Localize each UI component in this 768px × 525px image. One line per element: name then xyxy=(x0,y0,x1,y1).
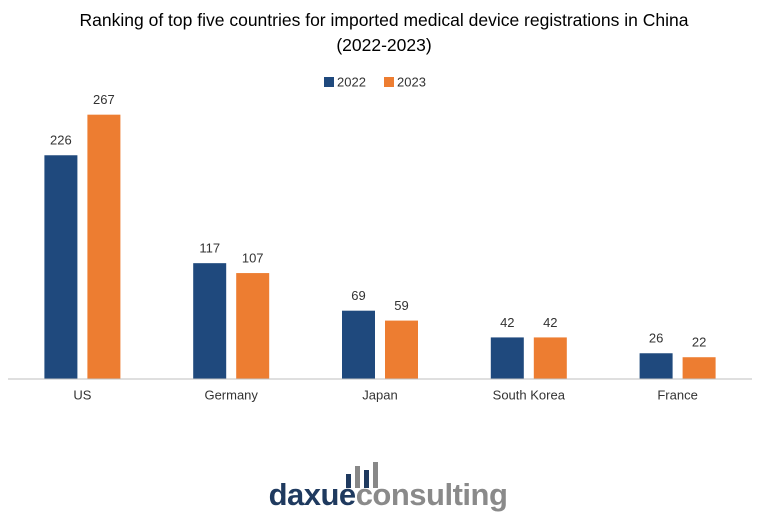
bar xyxy=(490,337,524,379)
chart-title: Ranking of top five countries for import… xyxy=(79,10,689,55)
value-label: 26 xyxy=(649,331,663,346)
value-label: 117 xyxy=(199,241,220,256)
legend-swatch xyxy=(324,77,334,87)
logo-prefix: daxue xyxy=(269,477,356,512)
legend-label: 2022 xyxy=(337,74,366,89)
value-label: 107 xyxy=(242,251,264,266)
x-tick-label: Germany xyxy=(204,387,258,402)
bar xyxy=(639,353,673,379)
value-label: 42 xyxy=(543,315,557,330)
bar xyxy=(87,114,121,380)
logo-text: daxueconsulting xyxy=(269,477,508,512)
bar xyxy=(236,273,270,379)
value-label: 22 xyxy=(692,335,706,350)
bar xyxy=(44,155,78,379)
legend-swatch xyxy=(384,77,394,87)
value-label: 59 xyxy=(394,298,408,313)
legend-label: 2023 xyxy=(397,74,426,89)
value-label: 226 xyxy=(50,133,72,148)
bar xyxy=(385,320,418,379)
value-label: 69 xyxy=(351,288,365,303)
value-label: 42 xyxy=(500,315,514,330)
bar xyxy=(193,263,227,379)
x-tick-label: Japan xyxy=(362,387,397,402)
value-label: 267 xyxy=(93,92,115,107)
x-tick-label: South Korea xyxy=(493,387,566,402)
x-tick-label: US xyxy=(73,387,91,402)
logo-suffix: consulting xyxy=(356,477,508,512)
bar xyxy=(533,337,567,379)
bar xyxy=(342,310,375,379)
logo-icon xyxy=(346,462,378,488)
bar xyxy=(682,357,716,379)
x-tick-label: France xyxy=(657,387,697,402)
